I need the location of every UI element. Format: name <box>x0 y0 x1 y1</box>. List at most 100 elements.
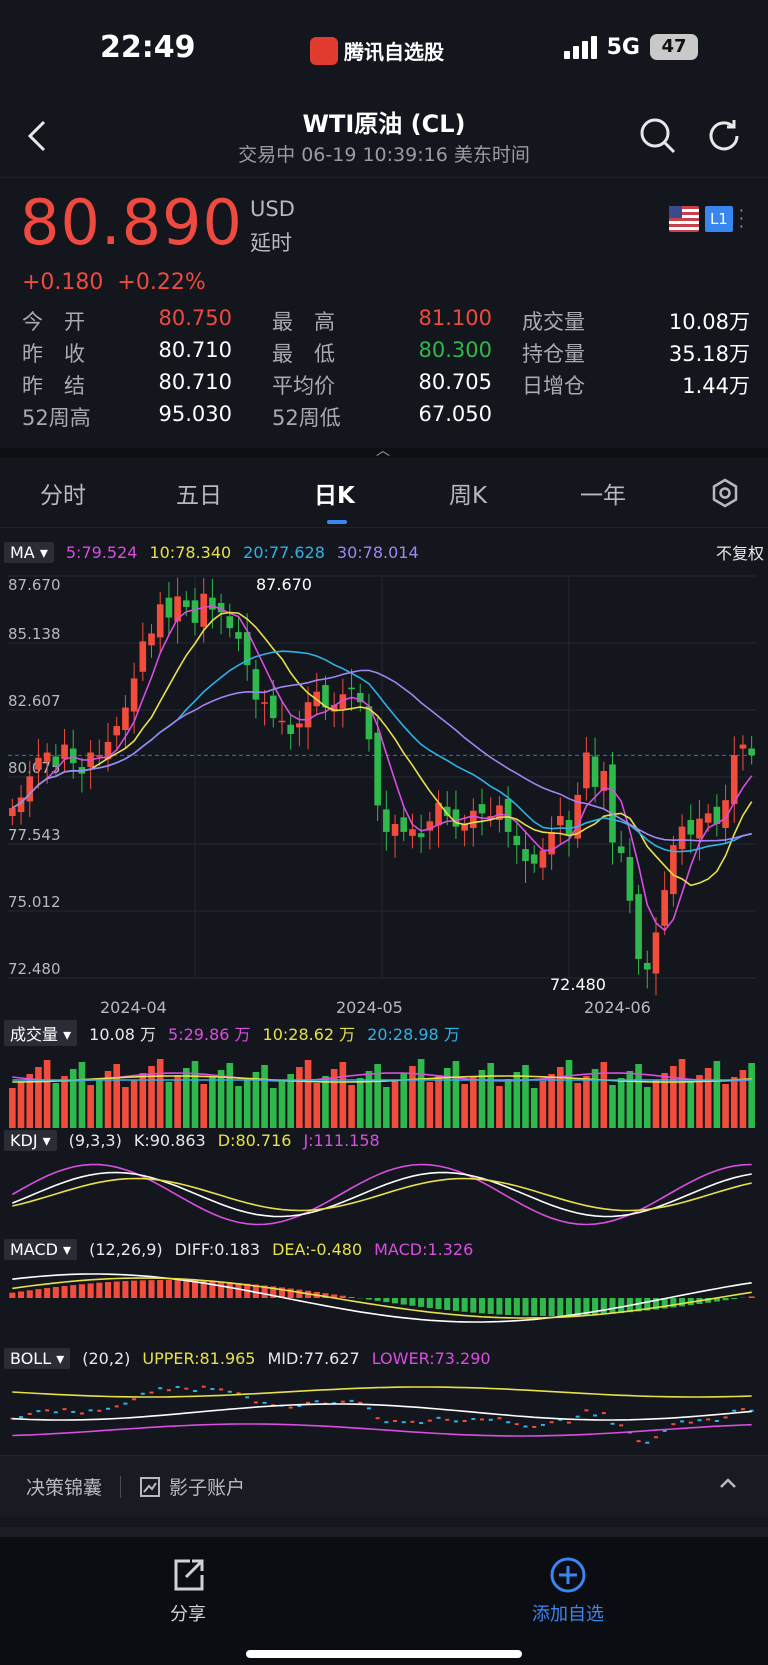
tab-weekly-k[interactable]: 周K <box>449 483 488 509</box>
chevron-up-icon[interactable]: ︿ <box>376 443 390 459</box>
volume-bar <box>670 1066 677 1128</box>
volume-bar <box>391 1080 399 1128</box>
candle-body <box>452 809 460 827</box>
macd-bar <box>679 1298 686 1307</box>
macd-bar <box>452 1298 459 1311</box>
share-icon <box>174 1559 204 1591</box>
candle-body <box>26 776 34 802</box>
macd-bar <box>70 1285 77 1298</box>
macd-bar <box>131 1280 138 1298</box>
candle-body <box>374 732 381 806</box>
volume-bar <box>591 1069 599 1128</box>
strategy-link[interactable]: 决策锦囊 <box>26 1477 103 1499</box>
volume-bar <box>113 1064 121 1128</box>
candle-body <box>226 616 234 629</box>
stat-label: 昨 收 <box>22 342 85 366</box>
candle-body <box>391 823 399 836</box>
volume-bar <box>174 1075 181 1128</box>
volume-bar <box>61 1076 68 1128</box>
volume-bar <box>417 1059 425 1128</box>
candle-body <box>617 846 625 854</box>
macd-bar <box>305 1290 312 1298</box>
stat-value: 80.750 <box>158 306 232 330</box>
nav-header: WTI原油 (CL) 交易中 06-19 10:39:16 美东时间 <box>0 98 768 178</box>
candle-body <box>635 894 642 959</box>
macd-selector[interactable]: MACD ▾ <box>4 1239 78 1260</box>
macd-bar <box>35 1289 42 1298</box>
ma10-line <box>11 611 753 887</box>
chevron-up-icon[interactable] <box>718 1476 738 1490</box>
macd-bar <box>392 1298 399 1304</box>
more-icon[interactable]: · · · <box>738 201 744 236</box>
last-price: 80.890 <box>20 186 243 259</box>
ma20-value: 20:77.628 <box>243 542 325 562</box>
macd-bar <box>722 1298 729 1301</box>
add-circle-icon <box>550 1557 586 1593</box>
market-badges[interactable]: L1 · · · <box>668 201 744 236</box>
kdj-k-line <box>12 1171 752 1218</box>
search-icon[interactable] <box>638 116 678 156</box>
candle-body <box>235 632 242 639</box>
network-type: 5G <box>606 34 640 60</box>
volume-bar <box>304 1060 312 1128</box>
stat-value: 35.18万 <box>668 342 750 366</box>
stats-row: 昨 结 80.710 平均价 80.705 日增仓 1.44万 <box>22 370 750 402</box>
candle-body <box>174 596 181 622</box>
tab-daily-k[interactable]: 日K <box>314 483 355 509</box>
stat-value: 67.050 <box>418 402 492 426</box>
back-icon[interactable] <box>24 118 52 154</box>
stat-label: 日增仓 <box>522 374 585 398</box>
vol10-line <box>12 1075 752 1083</box>
candle-body <box>522 849 529 862</box>
quote-stats: 今 开 80.750 最 高 81.100 成交量 10.08万昨 收 80.710 最 低 8… <box>22 306 750 434</box>
volume-selector[interactable]: 成交量 ▾ <box>4 1020 78 1046</box>
volume-bar <box>687 1082 695 1128</box>
adjust-toggle[interactable]: 不复权 <box>715 544 764 563</box>
candle-body <box>487 816 495 818</box>
settings-icon[interactable] <box>710 478 740 508</box>
macd-bar <box>461 1298 468 1312</box>
macd-bar <box>713 1298 720 1302</box>
macd-bar <box>557 1298 564 1316</box>
macd-bar <box>139 1280 146 1298</box>
boll-upper-line <box>12 1386 752 1398</box>
macd-bar <box>278 1287 286 1298</box>
tab-one-year[interactable]: 一年 <box>580 483 626 509</box>
add-watchlist-button[interactable]: 添加自选 <box>532 1555 604 1626</box>
volume-bar <box>556 1067 564 1128</box>
macd-bar <box>183 1280 190 1298</box>
volume-bar <box>626 1071 634 1128</box>
macd-bar <box>148 1280 155 1298</box>
macd-bar <box>52 1287 59 1298</box>
volume-legend: 成交量 ▾ 10.08 万 5:29.86 万 10:28.62 万 20:28… <box>4 1020 764 1046</box>
candle-body <box>548 831 555 855</box>
macd-bar <box>609 1298 616 1314</box>
macd-dea-line <box>12 1277 752 1319</box>
macd-bar <box>113 1281 120 1298</box>
chart-icon <box>140 1476 161 1497</box>
boll-selector[interactable]: BOLL ▾ <box>4 1348 71 1369</box>
status-bar: 22:49 腾讯自选股 5G 47 <box>0 0 768 98</box>
kdj-selector[interactable]: KDJ ▾ <box>4 1130 57 1151</box>
action-bar: 分享 添加自选 <box>0 1527 768 1665</box>
clock: 22:49 <box>100 30 196 65</box>
change-percent: +0.22% <box>117 270 206 295</box>
volume-bar <box>43 1060 51 1128</box>
macd-bar <box>539 1298 546 1316</box>
macd-bar <box>313 1291 320 1298</box>
volume-bar <box>600 1062 608 1128</box>
tab-five-day[interactable]: 五日 <box>176 483 222 509</box>
ma-selector[interactable]: MA ▾ <box>4 541 54 563</box>
candle-body <box>148 633 155 646</box>
stat-label: 最 高 <box>272 310 335 334</box>
volume-bar <box>522 1065 529 1128</box>
volume-bar <box>26 1074 34 1128</box>
refresh-icon[interactable] <box>704 116 744 156</box>
candle-body <box>704 813 712 823</box>
macd-params: (12,26,9) <box>89 1240 163 1259</box>
tab-intraday[interactable]: 分时 <box>40 483 86 509</box>
stats-row: 52周高 95.030 52周低 67.050 <box>22 402 750 434</box>
share-button[interactable]: 分享 <box>168 1555 208 1626</box>
macd-bar <box>522 1298 529 1316</box>
shadow-account-link[interactable]: 影子账户 <box>139 1473 245 1500</box>
